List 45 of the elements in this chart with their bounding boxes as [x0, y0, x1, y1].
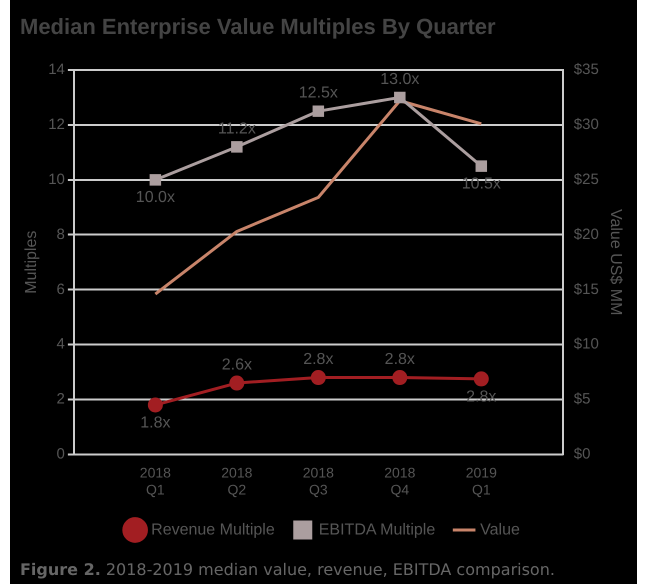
- point: [394, 92, 406, 104]
- point: [310, 370, 326, 386]
- y-tick-label: 12: [48, 116, 65, 134]
- caption: Figure 2. 2018-2019 median value, revenue, EBITDA comparison.: [20, 560, 555, 579]
- data-label: 1.8x: [140, 414, 170, 432]
- legend-label: Revenue Multiple: [151, 521, 275, 538]
- y2-tick-label: $0: [574, 446, 590, 463]
- chart-title: Median Enterprise Value Multiples By Quarter: [20, 14, 496, 40]
- x-tick-label: 2018 Q3: [302, 464, 334, 498]
- point: [229, 376, 244, 391]
- y-tick-label: 0: [56, 446, 65, 463]
- y2-tick-label: $5: [574, 390, 590, 408]
- y-tick-label: 14: [48, 61, 65, 78]
- data-label: 13.0x: [380, 70, 420, 88]
- y-tick-label: 6: [56, 280, 65, 298]
- point: [476, 160, 488, 172]
- legend-label: EBITDA Multiple: [318, 521, 436, 538]
- data-label: 2.8x: [384, 350, 415, 368]
- y-axis-title: Multiples: [23, 230, 40, 294]
- x-tick-label: 2018 Q2: [221, 464, 253, 498]
- y2-tick-label: $25: [574, 170, 599, 188]
- data-label: 2.8x: [303, 350, 334, 368]
- point: [231, 141, 243, 153]
- y-tick-label: 10: [48, 170, 65, 188]
- y2-tick-label: $15: [574, 280, 599, 298]
- legend-label: Value: [480, 521, 520, 538]
- data-label: 12.5x: [298, 84, 338, 102]
- point: [148, 397, 163, 412]
- point: [392, 370, 408, 386]
- y2-axis-title: Value US$ MM: [606, 208, 624, 316]
- point: [150, 174, 162, 186]
- y-tick-label: 8: [56, 226, 65, 243]
- x-tick-label: 2018 Q1: [140, 464, 172, 498]
- y2-tick-label: $35: [574, 61, 599, 78]
- y2-tick-label: $20: [574, 226, 599, 243]
- y-tick-label: 4: [56, 336, 65, 353]
- x-tick-label: 2018 Q4: [384, 464, 416, 498]
- data-label: 2.6x: [222, 356, 252, 374]
- x-tick-label: 2019 Q1: [466, 464, 498, 498]
- point: [312, 105, 324, 117]
- point: [474, 371, 489, 386]
- y-tick-label: 2: [56, 390, 65, 408]
- y2-tick-label: $30: [574, 116, 599, 134]
- data-label: 10.0x: [136, 189, 175, 206]
- y2-tick-label: $10: [574, 336, 599, 353]
